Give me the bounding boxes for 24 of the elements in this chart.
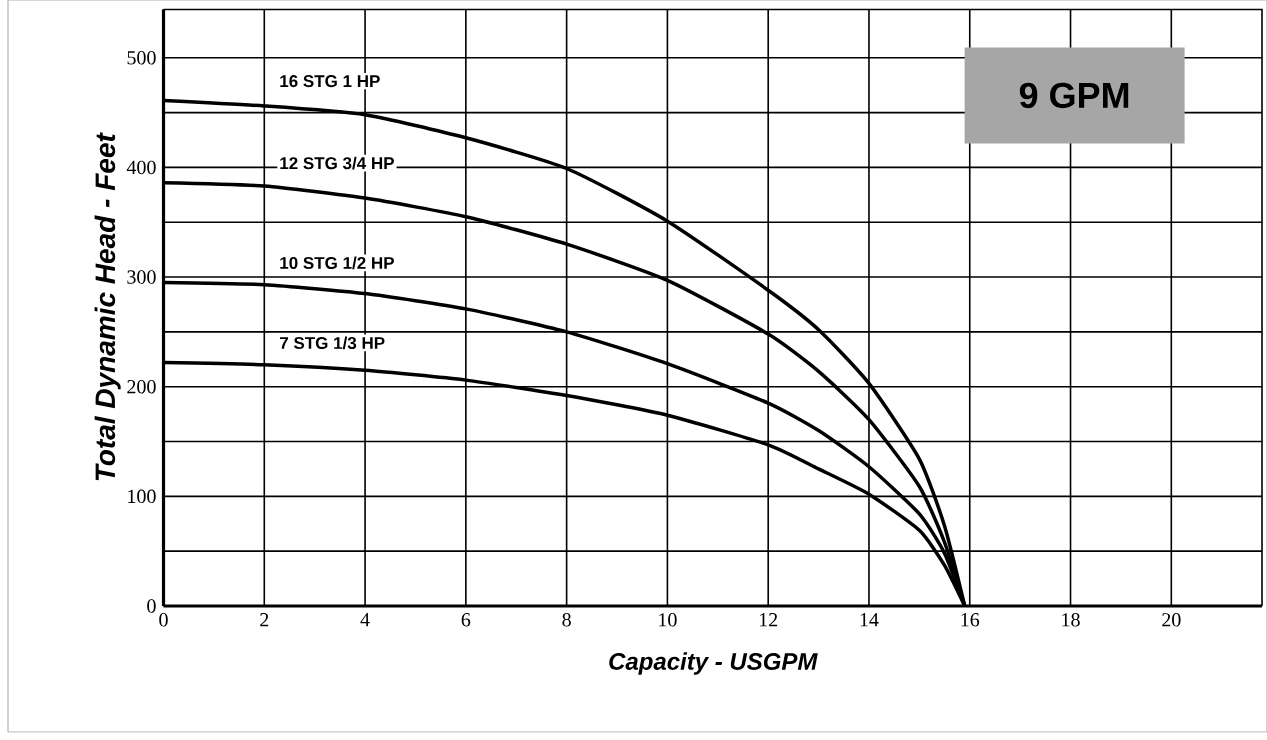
x-tick-label: 4: [360, 613, 370, 627]
series-label: 16 STG 1 HP: [280, 75, 380, 88]
x-tick-label: 18: [1062, 613, 1080, 627]
annotation: 9 GPM: [1019, 82, 1129, 109]
x-tick-label: 6: [461, 613, 471, 627]
series-label: 10 STG 1/2 HP: [280, 256, 394, 270]
x-tick-label: 16: [961, 613, 980, 627]
y-tick-label: 100: [128, 489, 156, 504]
y-axis-title: Total Dynamic Head - Feet: [94, 132, 121, 481]
x-axis-title: Capacity - USGPM: [609, 652, 818, 675]
y-tick-label: 200: [127, 379, 156, 394]
x-tick-label: 20: [1162, 613, 1181, 627]
x-tick-label: 0: [159, 613, 168, 627]
x-tick-label: 8: [562, 613, 571, 627]
y-tick-label: 0: [147, 599, 156, 613]
x-tick-label: 10: [659, 613, 677, 627]
series-label: 12 STG 3/4 HP: [280, 156, 394, 170]
y-tick-label: 500: [127, 51, 156, 65]
series-label: 7 STG 1/3 HP: [280, 336, 385, 350]
x-tick-label: 12: [759, 613, 778, 627]
x-tick-label: 2: [260, 613, 269, 627]
x-tick-label: 14: [860, 613, 879, 627]
y-tick-label: 400: [126, 160, 156, 175]
y-tick-label: 300: [127, 270, 156, 284]
